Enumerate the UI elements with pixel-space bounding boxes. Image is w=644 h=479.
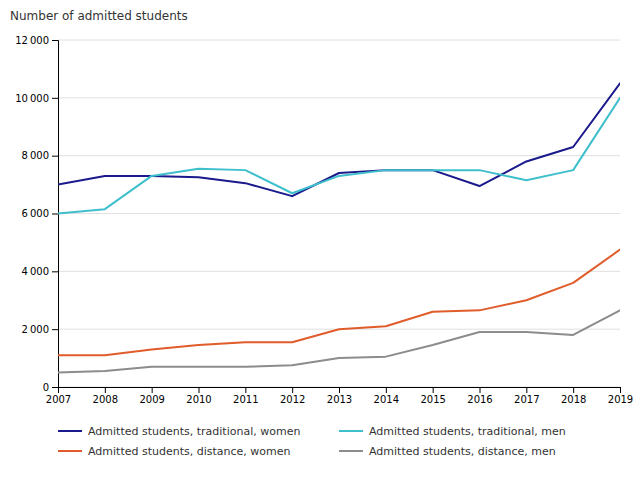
y-tick-mark: [52, 329, 58, 330]
y-tick-label: 6 000: [22, 208, 49, 219]
legend-label: Admitted students, distance, women: [88, 445, 291, 458]
x-tick-label: 2007: [46, 394, 71, 405]
x-tick: 2009: [139, 387, 164, 405]
plot-area: [58, 83, 620, 372]
y-axis: 0 2 000 4 000 6 000 8 000 10 000 12 000: [15, 35, 58, 393]
legend-label: Admitted students, traditional, men: [369, 425, 566, 438]
x-tick: 2007: [46, 387, 71, 405]
y-tick-label: 12 000: [15, 35, 49, 46]
grid: [58, 40, 620, 387]
y-tick-mark: [52, 98, 58, 99]
x-tick-mark: [573, 387, 574, 393]
legend-swatch: [58, 450, 82, 452]
y-tick-label: 10 000: [15, 93, 49, 104]
legend-swatch: [339, 450, 363, 452]
legend-label: Admitted students, distance, men: [369, 445, 556, 458]
x-tick-label: 2011: [233, 394, 258, 405]
x-tick: 2015: [420, 387, 445, 405]
y-tick: 12 000: [15, 35, 58, 46]
y-tick-mark: [52, 214, 58, 215]
legend-item: Admitted students, traditional, women: [58, 425, 300, 438]
x-tick: 2013: [327, 387, 352, 405]
x-tick-label: 2019: [608, 394, 633, 405]
x-tick-mark: [480, 387, 481, 393]
y-axis-line: [52, 41, 59, 388]
y-tick-mark: [52, 156, 58, 157]
x-axis-line: [59, 388, 621, 394]
x-tick-mark: [620, 387, 621, 393]
y-tick: 2 000: [22, 324, 58, 335]
x-tick-mark: [292, 387, 293, 393]
y-tick: 4 000: [22, 266, 58, 277]
x-tick-label: 2017: [514, 394, 539, 405]
chart: 2007 2008 2009 2010 2011 2012 2013 2014 2015 2016…: [0, 0, 644, 479]
x-tick-label: 2016: [467, 394, 492, 405]
x-tick-label: 2009: [139, 394, 164, 405]
grid-line: [58, 40, 620, 41]
y-tick-mark: [52, 271, 58, 272]
series-line: [58, 250, 620, 356]
grid-line: [58, 97, 620, 98]
legend-label: Admitted students, traditional, women: [88, 425, 300, 438]
x-tick-label: 2012: [280, 394, 305, 405]
x-tick-mark: [245, 387, 246, 393]
x-tick-label: 2015: [420, 394, 445, 405]
x-tick: 2011: [233, 387, 258, 405]
x-tick-label: 2014: [374, 394, 399, 405]
x-tick: 2014: [374, 387, 399, 405]
legend-item: Admitted students, distance, men: [339, 445, 556, 458]
grid-line: [58, 155, 620, 156]
x-tick-label: 2013: [327, 394, 352, 405]
legend-item: Admitted students, traditional, men: [339, 425, 566, 438]
legend-item: Admitted students, distance, women: [58, 445, 291, 458]
x-tick-mark: [433, 387, 434, 393]
x-tick: 2008: [93, 387, 118, 405]
grid-line: [58, 213, 620, 214]
x-tick: 2019: [608, 387, 633, 405]
x-tick-label: 2010: [186, 394, 211, 405]
y-tick-label: 4 000: [22, 266, 49, 277]
y-tick-label: 2 000: [22, 324, 49, 335]
x-tick-mark: [526, 387, 527, 393]
x-tick-mark: [199, 387, 200, 393]
x-axis: 2007 2008 2009 2010 2011 2012 2013 2014 2015 2016…: [46, 387, 633, 405]
y-tick-mark: [52, 40, 58, 41]
y-tick-label: 8 000: [22, 150, 49, 161]
y-axis-title: Number of admitted students: [10, 9, 188, 23]
y-tick: 8 000: [22, 150, 58, 161]
x-tick: 2010: [186, 387, 211, 405]
y-tick: 0: [43, 382, 58, 393]
y-tick-mark: [52, 387, 58, 388]
legend-swatch: [58, 430, 82, 432]
y-tick-label: 0: [43, 382, 49, 393]
x-tick: 2017: [514, 387, 539, 405]
x-tick-label: 2008: [93, 394, 118, 405]
series-line: [58, 98, 620, 214]
y-tick: 10 000: [15, 93, 58, 104]
x-tick-mark: [339, 387, 340, 393]
x-tick: 2018: [561, 387, 586, 405]
series-line: [58, 310, 620, 372]
x-tick: 2016: [467, 387, 492, 405]
x-tick-mark: [105, 387, 106, 393]
x-tick-label: 2018: [561, 394, 586, 405]
legend-swatch: [339, 430, 363, 432]
x-tick: 2012: [280, 387, 305, 405]
x-tick-mark: [386, 387, 387, 393]
y-tick: 6 000: [22, 208, 58, 219]
x-tick-mark: [152, 387, 153, 393]
grid-line: [58, 271, 620, 272]
legend: Admitted students, traditional, women Adm…: [58, 425, 566, 458]
